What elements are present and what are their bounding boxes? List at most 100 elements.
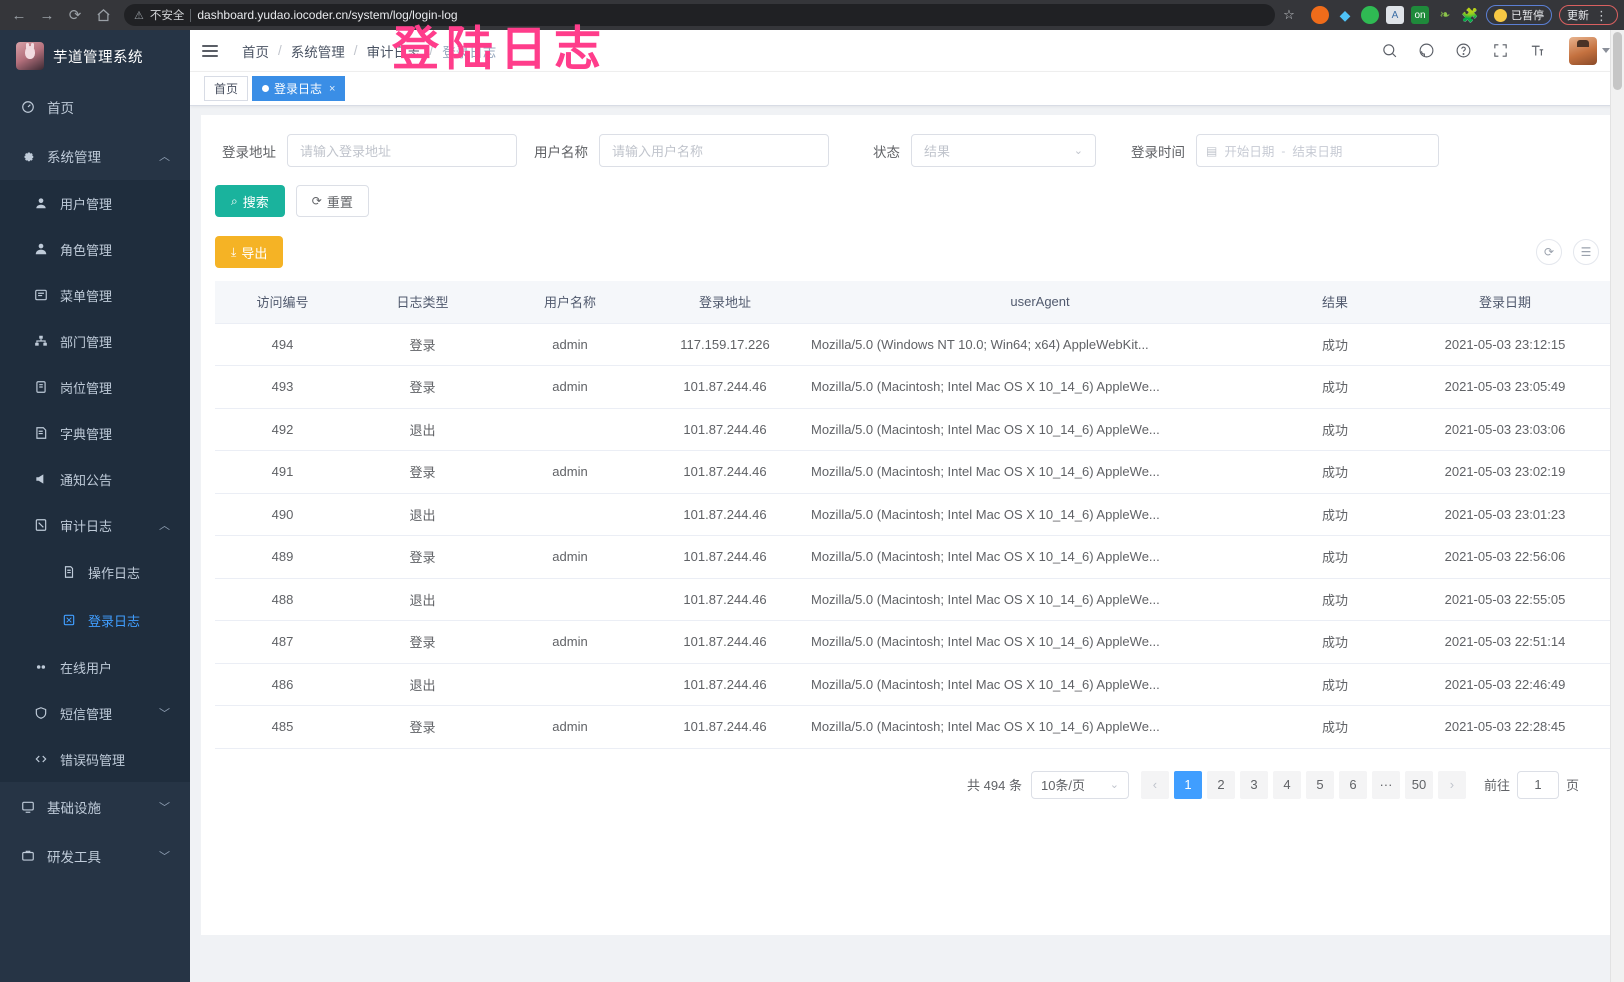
page-ellipsis[interactable]: ··· [1371, 770, 1400, 799]
diamond-ext-icon[interactable]: ◆ [1339, 6, 1351, 23]
breadcrumb-separator: / [278, 43, 282, 58]
search-button[interactable]: ⌕ 搜索 [215, 185, 285, 217]
sidebar-item-label: 菜单管理 [60, 288, 113, 304]
table-row[interactable]: 494 登录 admin 117.159.17.226 Mozilla/5.0 (Win… [215, 323, 1615, 366]
page-scrollbar[interactable] [1610, 30, 1624, 982]
page-button-3[interactable]: 3 [1239, 770, 1268, 799]
page-button-4[interactable]: 4 [1272, 770, 1301, 799]
col-ip[interactable]: 登录地址 [645, 281, 805, 324]
forward-button-icon[interactable]: → [39, 6, 55, 24]
font-size-icon[interactable] [1528, 42, 1546, 60]
sidebar-item-posts[interactable]: 岗位管理 [0, 364, 190, 410]
reset-button[interactable]: ⟳ 重置 [295, 185, 369, 217]
columns-circle-icon[interactable]: ☰ [1573, 239, 1599, 265]
translate-ext-icon[interactable]: A [1386, 6, 1404, 24]
next-page-button[interactable]: › [1437, 770, 1466, 799]
sidebar-item-login-log[interactable]: 登录日志 [0, 596, 190, 644]
cell-user [495, 493, 645, 536]
help-icon[interactable] [1454, 42, 1472, 60]
paused-chip[interactable]: 已暂停 [1486, 5, 1552, 25]
cell-id: 493 [215, 365, 350, 409]
bullhorn-icon [30, 472, 51, 486]
search-icon[interactable] [1380, 42, 1398, 60]
page-button-2[interactable]: 2 [1206, 770, 1235, 799]
table-row[interactable]: 492 退出 101.87.244.46 Mozilla/5.0 (Macintosh… [215, 408, 1615, 451]
login-address-input[interactable]: 请输入登录地址 [287, 134, 517, 167]
table-row[interactable]: 489 登录 admin 101.87.244.46 Mozilla/5.0 (Maci… [215, 535, 1615, 579]
avatar-menu[interactable] [1569, 36, 1610, 65]
sidebar-item-notice[interactable]: 通知公告 [0, 456, 190, 502]
breadcrumb-item-audit[interactable]: 审计日志 [366, 44, 421, 60]
sidebar-item-devtools[interactable]: 研发工具 ﹀ [0, 831, 190, 880]
breadcrumb-item-system[interactable]: 系统管理 [290, 44, 345, 60]
table-row[interactable]: 490 退出 101.87.244.46 Mozilla/5.0 (Macintosh… [215, 493, 1615, 536]
tab-login-log[interactable]: 登录日志 × [252, 76, 346, 101]
sidebar-item-label: 登录日志 [88, 613, 141, 629]
address-bar[interactable]: ⚠ 不安全 dashboard.yudao.iocoder.cn/system/… [124, 4, 1275, 26]
sidebar-item-roles[interactable]: 角色管理 [0, 226, 190, 272]
fullscreen-icon[interactable] [1491, 42, 1509, 60]
sidebar-item-sms[interactable]: 短信管理 ﹀ [0, 690, 190, 736]
sidebar-item-error-code[interactable]: 错误码管理 [0, 736, 190, 782]
table-row[interactable]: 485 登录 admin 101.87.244.46 Mozilla/5.0 (Maci… [215, 705, 1615, 749]
onenote-ext-icon[interactable]: on [1411, 6, 1429, 24]
sidebar-item-infrastructure[interactable]: 基础设施 ﹀ [0, 782, 190, 831]
sidebar-item-departments[interactable]: 部门管理 [0, 318, 190, 364]
col-id[interactable]: 访问编号 [215, 281, 350, 324]
col-result[interactable]: 结果 [1275, 281, 1395, 324]
wechat-ext-icon[interactable] [1361, 6, 1379, 24]
cell-user: admin [495, 365, 645, 409]
github-icon[interactable] [1417, 42, 1435, 60]
page-size-select[interactable]: 10条/页 ⌄ [1030, 770, 1129, 799]
sidebar-item-menus[interactable]: 菜单管理 [0, 272, 190, 318]
table-row[interactable]: 493 登录 admin 101.87.244.46 Mozilla/5.0 (Maci… [215, 365, 1615, 409]
leaf-ext-icon[interactable]: ❧ [1439, 7, 1451, 22]
sidebar-item-label: 在线用户 [60, 660, 113, 676]
sidebar-item-dict[interactable]: 字典管理 [0, 410, 190, 456]
col-type[interactable]: 日志类型 [350, 281, 495, 324]
sidebar-item-audit-log[interactable]: 审计日志 ︿ [0, 502, 190, 548]
cell-result: 成功 [1275, 323, 1395, 366]
table-row[interactable]: 487 登录 admin 101.87.244.46 Mozilla/5.0 (Maci… [215, 620, 1615, 664]
col-date[interactable]: 登录日期 [1395, 281, 1615, 324]
sidebar-item-home[interactable]: 首页 [0, 82, 190, 131]
table-row[interactable]: 486 退出 101.87.244.46 Mozilla/5.0 (Macintosh… [215, 663, 1615, 706]
sidebar-item-operation-log[interactable]: 操作日志 [0, 548, 190, 596]
sidebar-logo[interactable]: 芋道管理系统 [0, 30, 190, 82]
table-row[interactable]: 491 登录 admin 101.87.244.46 Mozilla/5.0 (Maci… [215, 450, 1615, 494]
back-button-icon[interactable]: ← [11, 6, 27, 24]
status-select[interactable]: 结果 ⌄ [911, 134, 1096, 167]
col-useragent[interactable]: userAgent [805, 281, 1275, 324]
cell-ip: 101.87.244.46 [645, 663, 805, 706]
hamburger-icon[interactable] [202, 40, 224, 62]
sidebar-item-system[interactable]: 系统管理 ︿ [0, 131, 190, 180]
sidebar-item-online-users[interactable]: 在线用户 [0, 644, 190, 690]
page-button-5[interactable]: 5 [1305, 770, 1334, 799]
export-button[interactable]: ⤓ 导出 [215, 236, 284, 268]
page-button-1[interactable]: 1 [1173, 770, 1202, 799]
login-time-daterange[interactable]: ▤ 开始日期 - 结束日期 [1196, 134, 1439, 167]
bookmark-star-icon[interactable]: ☆ [1283, 7, 1295, 22]
tab-home[interactable]: 首页 [204, 76, 249, 101]
jump-input[interactable]: 1 [1516, 770, 1559, 799]
breadcrumb-item-home[interactable]: 首页 [242, 44, 269, 60]
puzzle-ext-icon[interactable]: 🧩 [1461, 6, 1479, 23]
cell-id: 487 [215, 620, 350, 664]
username-input[interactable]: 请输入用户名称 [599, 134, 829, 167]
refresh-circle-icon[interactable]: ⟳ [1536, 239, 1562, 265]
kebab-menu-icon[interactable]: ⋮ [1595, 7, 1608, 23]
cell-date: 2021-05-03 23:02:19 [1395, 450, 1615, 494]
login-log-icon [58, 613, 79, 627]
page-button-50[interactable]: 50 [1404, 770, 1433, 799]
odps-ext-icon[interactable] [1311, 6, 1329, 24]
col-user[interactable]: 用户名称 [495, 281, 645, 324]
page-button-6[interactable]: 6 [1338, 770, 1367, 799]
prev-page-button[interactable]: ‹ [1140, 770, 1169, 799]
reload-button-icon[interactable]: ⟳ [68, 7, 82, 24]
home-button-icon[interactable] [90, 2, 116, 28]
table-row[interactable]: 488 退出 101.87.244.46 Mozilla/5.0 (Macintosh… [215, 578, 1615, 621]
sidebar-item-users[interactable]: 用户管理 [0, 180, 190, 226]
scrollbar-thumb[interactable] [1613, 32, 1622, 90]
close-icon[interactable]: × [329, 82, 336, 95]
update-chip[interactable]: 更新 ⋮ [1559, 5, 1618, 25]
